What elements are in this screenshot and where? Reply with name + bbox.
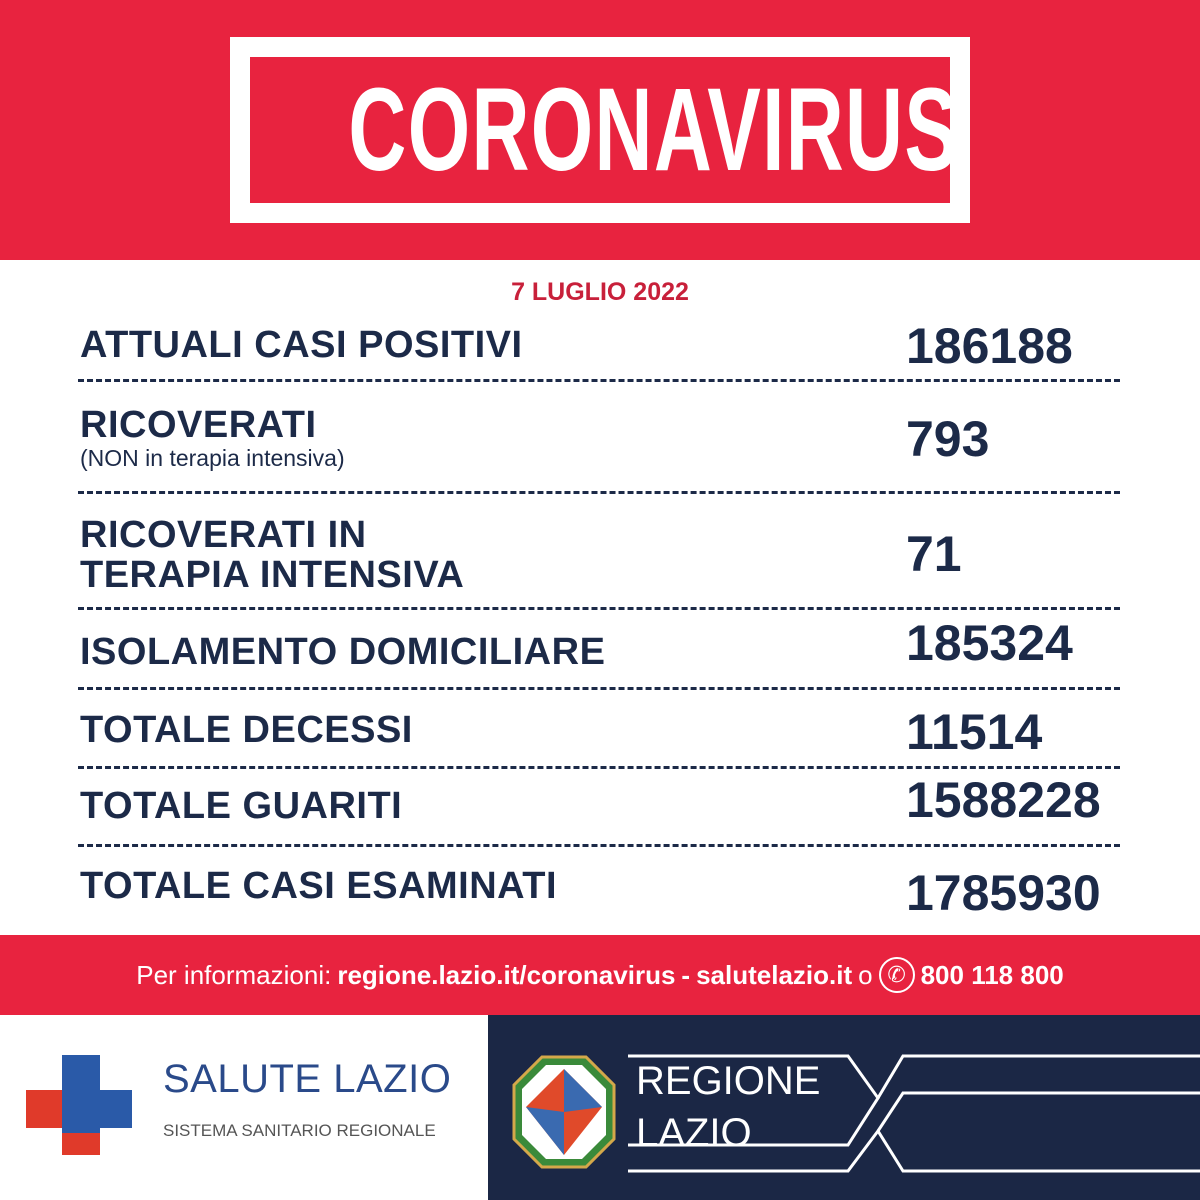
row-value-totale-guariti: 1588228	[906, 772, 1101, 828]
salute-lazio-subtitle: SISTEMA SANITARIO REGIONALE	[163, 1121, 436, 1140]
label-line: TERAPIA INTENSIVA	[80, 554, 465, 596]
ricoverati-sublabel: (NON in terapia intensiva)	[80, 445, 345, 471]
divider	[78, 491, 1120, 494]
label-line: RICOVERATI IN	[80, 514, 367, 556]
salutelazio-link[interactable]: salutelazio.it	[696, 959, 853, 990]
row-value-totale-decessi: 11514	[906, 704, 1043, 760]
or-text: o	[858, 959, 873, 990]
regione-link[interactable]: regione.lazio.it/coronavirus	[337, 959, 676, 990]
divider	[78, 766, 1120, 769]
report-date: 7 LUGLIO 2022	[511, 278, 689, 306]
row-value-attuali-casi-positivi: 186188	[906, 318, 1073, 374]
ricoverati-label: RICOVERATI	[80, 404, 317, 446]
title-frame	[230, 37, 970, 223]
row-label-ricoverati: RICOVERATI (NON in terapia intensiva)	[80, 405, 345, 471]
row-value-isolamento-domiciliare: 185324	[906, 615, 1073, 671]
row-value-terapia-intensiva: 71	[906, 526, 962, 582]
regione-lazio-panel: REGIONE LAZIO	[488, 1015, 1200, 1200]
row-value-ricoverati: 793	[906, 411, 990, 467]
row-label-totale-guariti: TOTALE GUARITI	[80, 785, 403, 827]
divider	[78, 687, 1120, 690]
cross-logo-icon	[26, 1055, 132, 1155]
info-prefix: Per informazioni:	[136, 959, 332, 990]
row-label-totale-casi-esaminati: TOTALE CASI ESAMINATI	[80, 865, 558, 907]
phone-number[interactable]: 800 118 800	[920, 959, 1064, 990]
divider	[78, 607, 1120, 610]
regione-line2: LAZIO	[636, 1111, 752, 1155]
divider	[78, 379, 1120, 382]
divider	[78, 844, 1120, 847]
salute-lazio-panel: SALUTE LAZIO SISTEMA SANITARIO REGIONALE	[0, 1015, 488, 1200]
phone-icon: ✆	[878, 957, 915, 993]
row-value-totale-casi-esaminati: 1785930	[906, 865, 1101, 921]
separator: -	[681, 959, 691, 990]
info-bar: Per informazioni: regione.lazio.it/coron…	[0, 935, 1200, 1015]
regione-line1: REGIONE	[636, 1059, 821, 1103]
page-title: CORONAVIRUS	[348, 64, 960, 196]
regione-lazio-lines-icon	[628, 1054, 1200, 1173]
salute-lazio-title: SALUTE LAZIO	[163, 1057, 452, 1101]
regione-lazio-emblem-icon	[512, 1055, 616, 1169]
row-label-attuali-casi-positivi: ATTUALI CASI POSITIVI	[80, 324, 523, 366]
row-label-terapia-intensiva: RICOVERATI IN TERAPIA INTENSIVA	[80, 515, 464, 595]
row-label-isolamento-domiciliare: ISOLAMENTO DOMICILIARE	[80, 631, 606, 673]
row-label-totale-decessi: TOTALE DECESSI	[80, 709, 413, 751]
